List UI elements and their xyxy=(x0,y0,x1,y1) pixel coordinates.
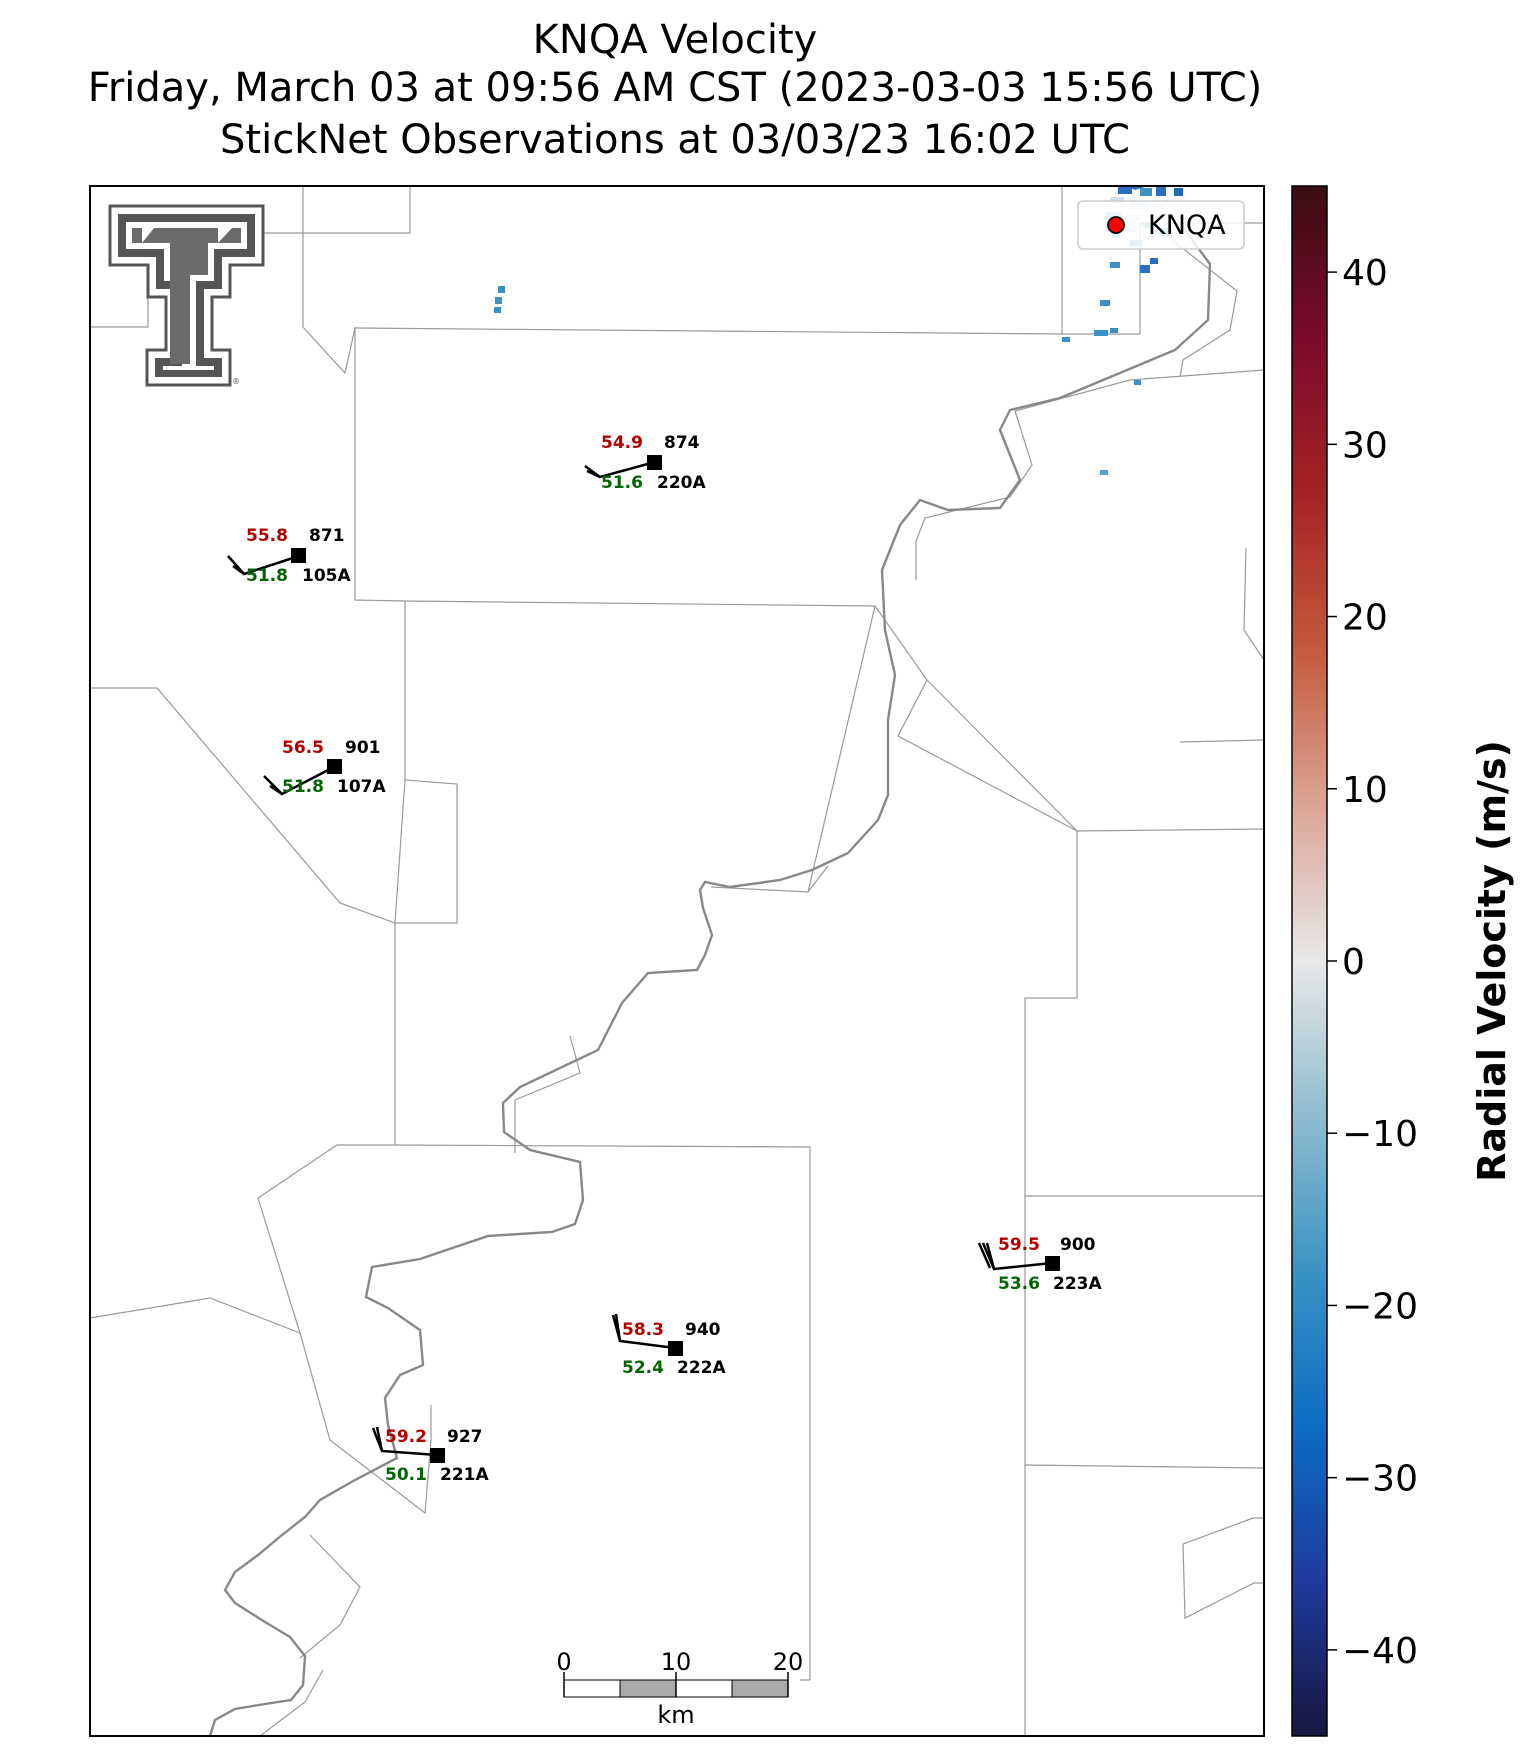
station-dewpoint: 51.8 xyxy=(246,566,288,586)
colorbar-tick-label: −40 xyxy=(1342,1631,1418,1672)
station-pressure: 871 xyxy=(309,526,345,546)
river xyxy=(208,227,1212,1736)
station-pressure: 901 xyxy=(345,738,381,758)
station-dewpoint: 50.1 xyxy=(385,1465,427,1485)
station-temp: 59.5 xyxy=(998,1235,1040,1255)
colorbar-tick-label: −20 xyxy=(1342,1286,1418,1327)
colorbar-tick-label: −10 xyxy=(1342,1114,1418,1155)
colorbar-tick-label: 30 xyxy=(1342,425,1388,466)
station-dewpoint: 52.4 xyxy=(622,1358,664,1378)
colorbar-tick-label: 40 xyxy=(1342,253,1388,294)
colorbar-tick-label: 20 xyxy=(1342,598,1388,639)
station-id: 220A xyxy=(657,473,706,493)
colorbar-tick-label: 0 xyxy=(1342,942,1365,983)
station-223A: 59.5 900 53.6 223A xyxy=(977,1235,1102,1294)
texas-tech-double-t-logo: ® xyxy=(108,204,265,387)
title-line-2: Friday, March 03 at 09:56 AM CST (2023-0… xyxy=(87,65,1263,111)
station-temp: 56.5 xyxy=(282,738,324,758)
map-frame xyxy=(89,185,1265,1737)
station-temp: 58.3 xyxy=(622,1320,664,1340)
colorbar-scale xyxy=(1291,185,1328,1737)
station-id: 105A xyxy=(302,566,351,586)
station-pressure: 927 xyxy=(447,1427,483,1447)
scale-tick-label: 0 xyxy=(556,1648,571,1676)
colorbar-ticks: 40 30 20 10 0 −10 −20 −30 −40 xyxy=(1327,253,1418,1672)
colorbar-tick-label: 10 xyxy=(1342,770,1388,811)
station-dewpoint: 51.8 xyxy=(282,777,324,797)
knqa-marker-icon xyxy=(1107,216,1125,234)
scale-tick-label: 10 xyxy=(661,1648,692,1676)
svg-text:®: ® xyxy=(232,377,240,386)
station-107A: 56.5 901 51.8 107A xyxy=(263,738,386,797)
station-pressure: 940 xyxy=(685,1320,721,1340)
legend: KNQA xyxy=(1077,200,1245,250)
legend-label: KNQA xyxy=(1148,210,1226,241)
station-dewpoint: 51.6 xyxy=(601,473,643,493)
station-id: 221A xyxy=(440,1465,489,1485)
station-id: 223A xyxy=(1053,1274,1102,1294)
station-temp: 54.9 xyxy=(601,433,643,453)
colorbar: 40 30 20 10 0 −10 −20 −30 −40 Radial Velocity (m… xyxy=(1291,185,1514,1737)
colorbar-tick-label: −30 xyxy=(1342,1459,1418,1500)
station-pressure: 874 xyxy=(664,433,700,453)
station-temp: 59.2 xyxy=(385,1427,427,1447)
scale-tick-label: 20 xyxy=(773,1648,804,1676)
station-220A: 54.9 874 51.6 220A xyxy=(584,433,706,493)
scale-bar: 0 10 20 km xyxy=(556,1648,803,1729)
station-temp: 55.8 xyxy=(246,526,288,546)
station-dewpoint: 53.6 xyxy=(998,1274,1040,1294)
station-221A: 59.2 927 50.1 221A xyxy=(371,1426,489,1485)
station-id: 107A xyxy=(337,777,386,797)
colorbar-label: Radial Velocity (m/s) xyxy=(1470,740,1514,1182)
station-id: 222A xyxy=(677,1358,726,1378)
map-area: 54.9 874 51.6 220A 55.8 871 51.8 105A 56… xyxy=(90,186,1264,1736)
station-105A: 55.8 871 51.8 105A xyxy=(227,526,351,586)
title-line-1: KNQA Velocity xyxy=(532,17,818,63)
title-line-3: StickNet Observations at 03/03/23 16:02 … xyxy=(220,117,1130,163)
station-222A: 58.3 940 52.4 222A xyxy=(611,1313,726,1378)
station-pressure: 900 xyxy=(1060,1235,1096,1255)
scale-unit: km xyxy=(657,1701,694,1729)
